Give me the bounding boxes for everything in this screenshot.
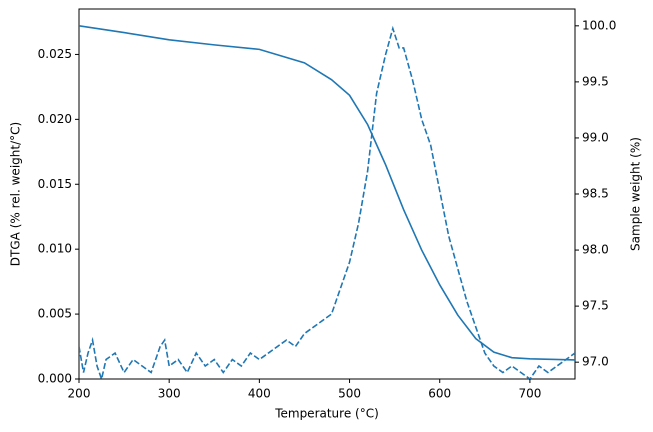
y2-tick-label: 99.0 bbox=[582, 130, 609, 144]
y2-tick-label: 98.0 bbox=[582, 243, 609, 257]
x-tick-label: 400 bbox=[248, 387, 271, 401]
y-tick-label: 0.000 bbox=[38, 372, 72, 386]
y2-tick-label: 99.5 bbox=[582, 74, 609, 88]
x-tick-label: 600 bbox=[428, 387, 451, 401]
y-tick-label: 0.020 bbox=[38, 112, 72, 126]
plot-frame bbox=[78, 8, 576, 380]
x-tick-label: 300 bbox=[158, 387, 181, 401]
y-tick-label: 0.015 bbox=[38, 177, 72, 191]
x-tick-label: 500 bbox=[338, 387, 361, 401]
y2-tick-label: 100.0 bbox=[582, 18, 616, 32]
y2-tick-label: 98.5 bbox=[582, 187, 609, 201]
series-line bbox=[79, 25, 575, 361]
y-tick-label: 0.025 bbox=[38, 47, 72, 61]
plot-area bbox=[79, 25, 575, 379]
x-tick-label: 200 bbox=[68, 387, 91, 401]
y-axis-label: DTGA (% rel. weight/°C) bbox=[9, 122, 23, 266]
y2-tick-label: 97.0 bbox=[582, 355, 609, 369]
y2-tick-label: 97.5 bbox=[582, 299, 609, 313]
y2-axis-label: Sample weight (%) bbox=[629, 137, 643, 251]
y-tick-label: 0.010 bbox=[38, 242, 72, 256]
x-tick-label: 700 bbox=[518, 387, 541, 401]
x-axis-label: Temperature (°C) bbox=[274, 407, 379, 421]
series-line bbox=[79, 25, 575, 379]
y-tick-label: 0.005 bbox=[38, 307, 72, 321]
